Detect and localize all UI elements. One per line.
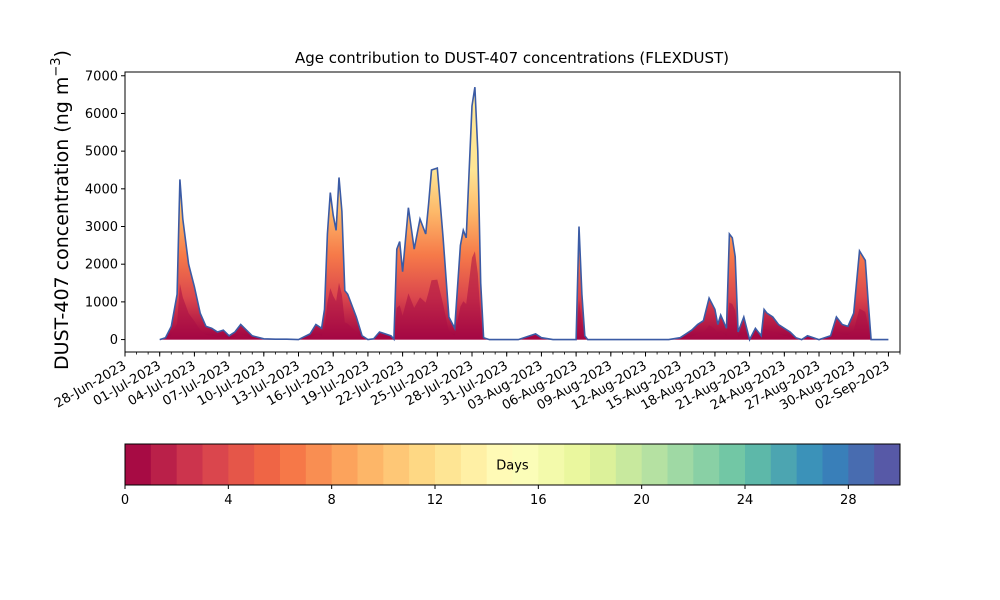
- colorbar-bin: [848, 444, 875, 485]
- y-tick-label: 1000: [85, 295, 118, 310]
- colorbar-bin: [512, 444, 539, 485]
- colorbar-bin: [125, 444, 152, 485]
- colorbar-bin: [228, 444, 255, 485]
- y-axis-label-text: DUST-407 concentration (ng m−3): [49, 50, 73, 370]
- colorbar-bin: [305, 444, 333, 485]
- colorbar-tick-label: 28: [840, 493, 857, 508]
- age-contribution-area: [159, 87, 889, 340]
- colorbar-tick-label: 8: [328, 493, 336, 508]
- colorbar-tick-label: 16: [530, 493, 547, 508]
- y-tick-label: 7000: [85, 69, 118, 84]
- y-axis-label: DUST-407 concentration (ng m−3): [49, 50, 73, 370]
- y-tick-label: 6000: [85, 107, 118, 122]
- plot-area: [159, 86, 889, 342]
- colorbar-bin: [357, 444, 384, 485]
- y-tick-label: 3000: [85, 220, 118, 235]
- colorbar-tick-label: 4: [224, 493, 232, 508]
- colorbar-bin: [745, 444, 772, 485]
- colorbar-bin: [383, 444, 410, 485]
- colorbar-bin: [796, 444, 823, 485]
- colorbar-bin: [435, 444, 462, 485]
- colorbar-bin: [460, 444, 488, 485]
- colorbar: Days 0 4 8 12 16 20 24 28: [121, 443, 901, 508]
- colorbar-bin: [667, 444, 694, 485]
- chart-title: Age contribution to DUST-407 concentrati…: [295, 49, 729, 67]
- colorbar-tick-label: 0: [121, 493, 129, 508]
- colorbar-bin: [254, 444, 281, 485]
- colorbar-bin: [590, 444, 617, 485]
- colorbar-bin: [176, 444, 203, 485]
- colorbar-bin: [564, 444, 591, 485]
- age-contribution-core: [159, 251, 889, 340]
- total-concentration-line: [159, 86, 889, 342]
- colorbar-label: Days: [496, 459, 529, 474]
- colorbar-bin: [822, 444, 849, 485]
- y-tick-label: 4000: [85, 182, 118, 197]
- colorbar-bin: [486, 444, 513, 485]
- colorbar-tick-label: 12: [427, 493, 444, 508]
- colorbar-bin: [719, 444, 746, 485]
- colorbar-bin: [150, 444, 178, 485]
- colorbar-tick-label: 24: [737, 493, 754, 508]
- colorbar-bin: [770, 444, 798, 485]
- colorbar-bin: [615, 444, 643, 485]
- colorbar-bin: [538, 444, 565, 485]
- y-tick-label: 5000: [85, 145, 118, 160]
- colorbar-bin: [641, 444, 668, 485]
- colorbar-tick-label: 20: [633, 493, 650, 508]
- colorbar-bin: [331, 444, 358, 485]
- colorbar-bin: [693, 444, 720, 485]
- colorbar-frame: [124, 443, 901, 486]
- colorbar-bin: [874, 444, 901, 485]
- colorbar-bin: [202, 444, 229, 485]
- colorbar-bin: [409, 444, 436, 485]
- y-tick-label: 2000: [85, 258, 118, 273]
- y-tick-label: 0: [110, 333, 118, 348]
- colorbar-bin: [280, 444, 307, 485]
- axes-frame: [124, 71, 901, 353]
